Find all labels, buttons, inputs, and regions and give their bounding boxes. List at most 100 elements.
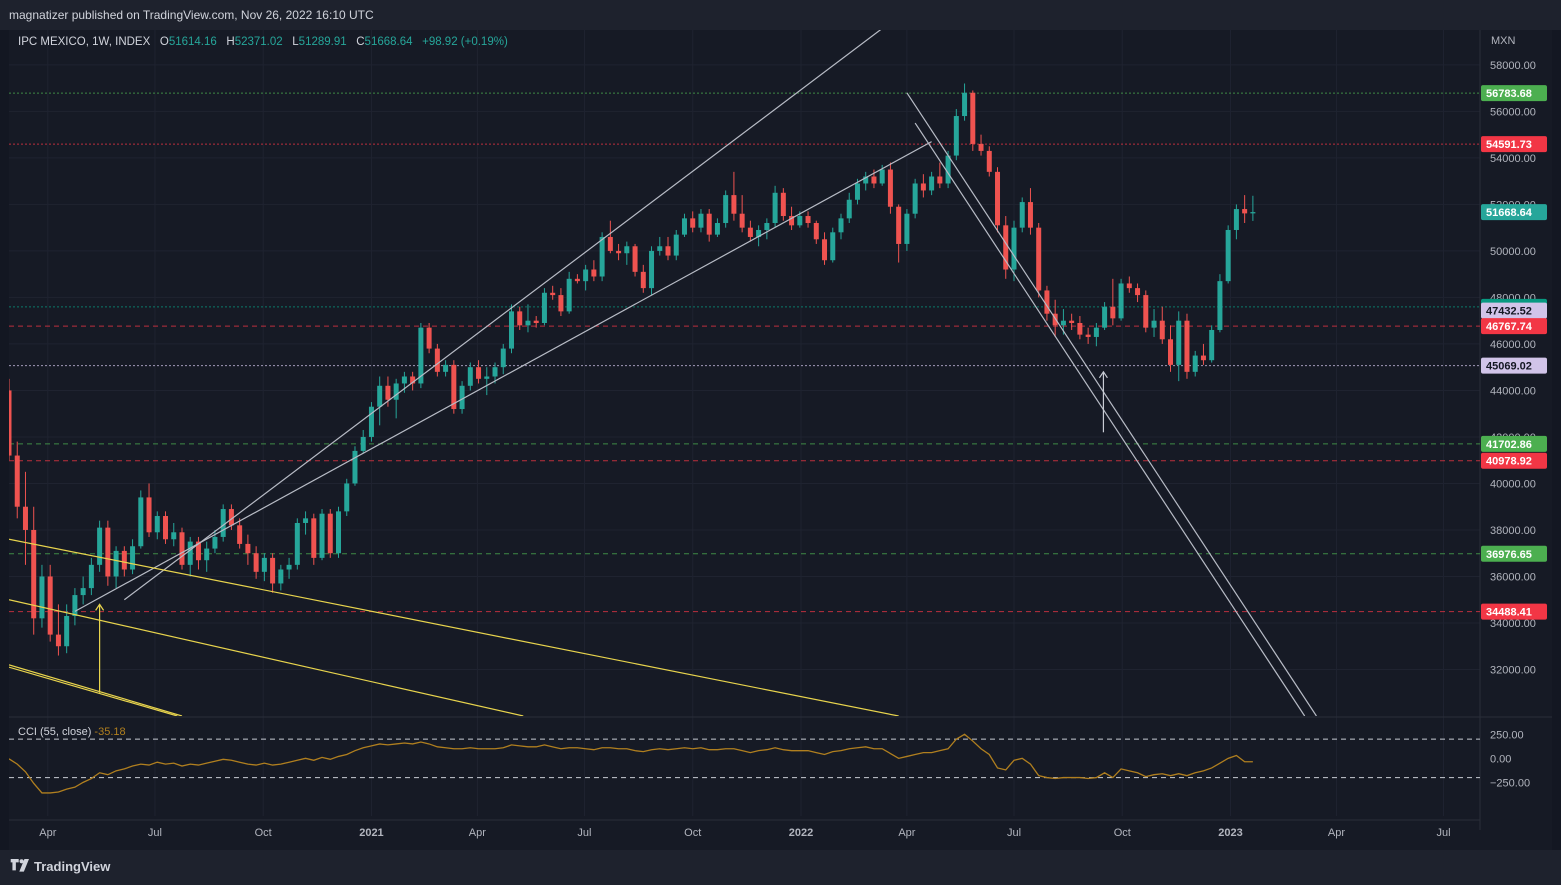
trendline [123,30,882,601]
trendline [9,666,178,716]
candle-body [55,634,61,647]
candle-body [64,616,70,647]
price-label-badge [1481,318,1547,335]
candle-body [500,348,506,368]
price-tick-label: 58000.00 [1490,60,1536,72]
candle-body [822,239,828,261]
candle-body [1168,339,1174,365]
candle-body [88,564,94,589]
candle-body [747,227,753,237]
candle-body [31,529,37,619]
cci-tick-label: 0.00 [1490,753,1511,765]
candle-body [97,527,103,565]
candle-body [607,236,613,251]
grid [9,30,1480,816]
trendline [914,122,1306,716]
candle-body [714,223,720,235]
candle-body [632,246,638,272]
price-tick-label: 54000.00 [1490,153,1536,165]
candle-body [566,278,572,312]
candle-body [1225,229,1231,282]
candle-body [154,516,160,533]
open-value: 51614.16 [168,36,217,48]
candle-body [336,511,342,554]
candle-body [476,367,482,379]
time-tick-label: Apr [898,827,915,839]
candle-body [410,376,416,384]
candle-body [434,348,440,372]
candle-body [303,518,309,523]
symbol-legend: IPC MEXICO, 1W, INDEX O51614.16 H52371.0… [18,36,508,48]
candle-body [731,195,737,214]
candle-body [962,92,968,117]
candle-body [294,522,300,565]
time-tick-label: Oct [1114,827,1131,839]
candle-body [426,327,432,349]
candle-body [459,385,465,410]
cci-legend: CCI (55, close) -35.18 [18,726,126,738]
candle-body [838,218,844,233]
candle-body [1192,355,1198,372]
candle-body [624,246,630,254]
price-axis: 32000.00 34000.00 36000.00 38000.00 40000.00… [1481,60,1547,676]
price-chart[interactable]: 32000.00 34000.00 36000.00 38000.00 40000.00… [9,30,1552,850]
price-label-text: 36976.65 [1486,549,1532,561]
candle-body [970,92,976,144]
candle-body [937,176,943,184]
candle-body [237,525,243,544]
candle-body [245,543,251,554]
price-label-text: 47432.52 [1486,306,1532,318]
candle-body [1184,320,1190,372]
candle-body [286,564,292,570]
candle-body [863,176,869,184]
candle-body [9,390,12,456]
time-tick-label: 2023 [1218,827,1242,839]
candle-body [1151,320,1157,328]
candles [9,83,1256,656]
trendline [74,141,932,612]
candle-body [649,250,655,289]
candle-body [113,550,119,577]
candle-body [171,532,177,540]
candle-body [385,385,391,400]
candle-body [1003,225,1009,270]
trendline [9,538,899,716]
price-tick-label: 32000.00 [1490,664,1536,676]
candle-body [368,406,374,437]
candle-body [1159,320,1165,340]
tradingview-logo-icon[interactable] [10,859,32,875]
candle-body [616,250,622,254]
candle-body [929,176,935,191]
candle-body [756,229,762,237]
price-label-text: 46767.74 [1486,321,1533,333]
candle-body [887,169,893,207]
time-tick-label: Apr [39,827,56,839]
candle-body [443,364,449,372]
candle-body [311,518,317,558]
close-label: C [356,36,365,48]
candle-body [1036,227,1042,291]
candle-body [1118,283,1124,319]
candle-body [204,548,210,561]
price-label-text: 51668.64 [1486,207,1533,219]
chart-area[interactable]: 32000.00 34000.00 36000.00 38000.00 40000.00… [9,30,1552,850]
price-label-text: 34488.41 [1486,607,1532,619]
candle-body [772,192,778,224]
candle-body [352,450,358,484]
candle-body [1019,202,1025,228]
price-label-badge [1481,357,1547,374]
candle-body [789,216,795,226]
candle-body [344,483,350,512]
candle-body [583,269,589,282]
cci-pane: 250.00 0.00 −250.00 [9,729,1530,794]
candle-body [517,311,523,326]
candle-body [270,557,276,584]
candle-body [1126,283,1132,289]
candle-body [1143,295,1149,328]
tradingview-brand[interactable]: TradingView [34,859,111,874]
candle-body [377,385,383,407]
candle-body [591,269,597,277]
time-tick-label: Jul [148,827,162,839]
candle-body [879,169,885,184]
candle-body [1077,323,1083,335]
